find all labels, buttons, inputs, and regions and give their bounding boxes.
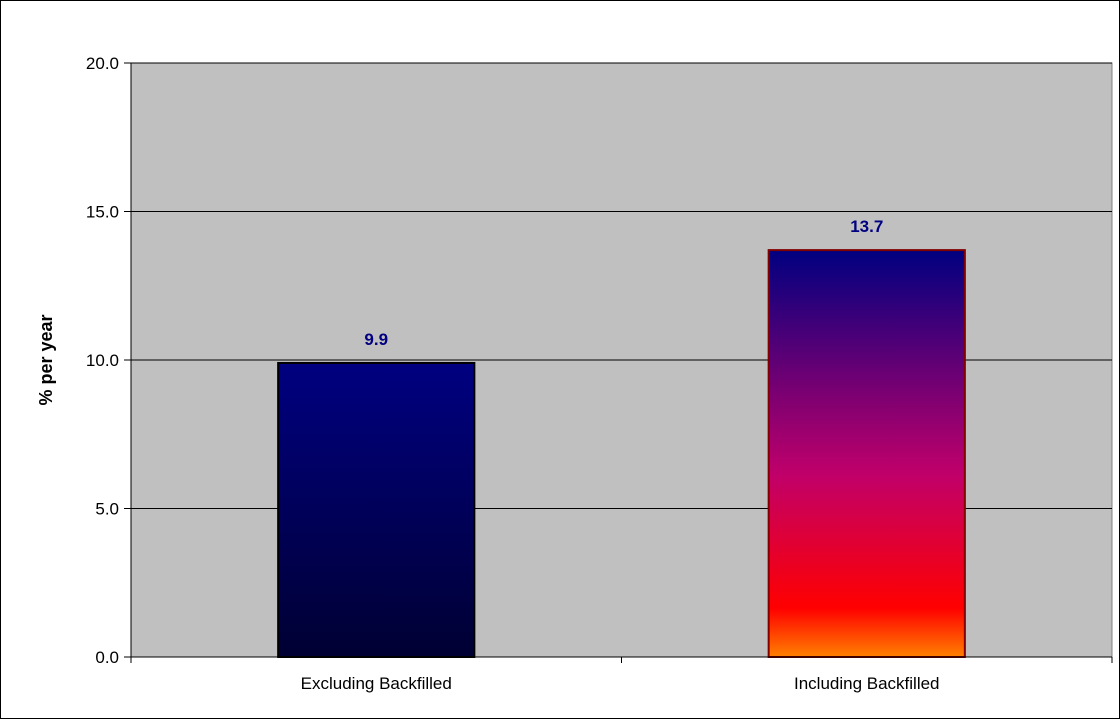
- x-tick-label: Excluding Backfilled: [301, 674, 452, 693]
- y-tick-label: 0.0: [95, 648, 119, 667]
- axes: [124, 62, 1113, 663]
- data-label: 9.9: [364, 330, 388, 349]
- y-tick-label: 15.0: [86, 203, 119, 222]
- y-tick-label: 20.0: [86, 54, 119, 73]
- bar-2: [767, 249, 966, 659]
- x-tick-label: Including Backfilled: [794, 674, 940, 693]
- bar-1: [277, 361, 476, 658]
- data-label: 13.7: [850, 217, 883, 236]
- y-axis-title: % per year: [36, 314, 56, 405]
- y-tick-label: 10.0: [86, 351, 119, 370]
- bars: [277, 249, 966, 659]
- labels: 0.0 5.0 10.0 15.0 20.0 9.9 Excluding Backfille…: [86, 54, 940, 693]
- y-tick-label: 5.0: [95, 500, 119, 519]
